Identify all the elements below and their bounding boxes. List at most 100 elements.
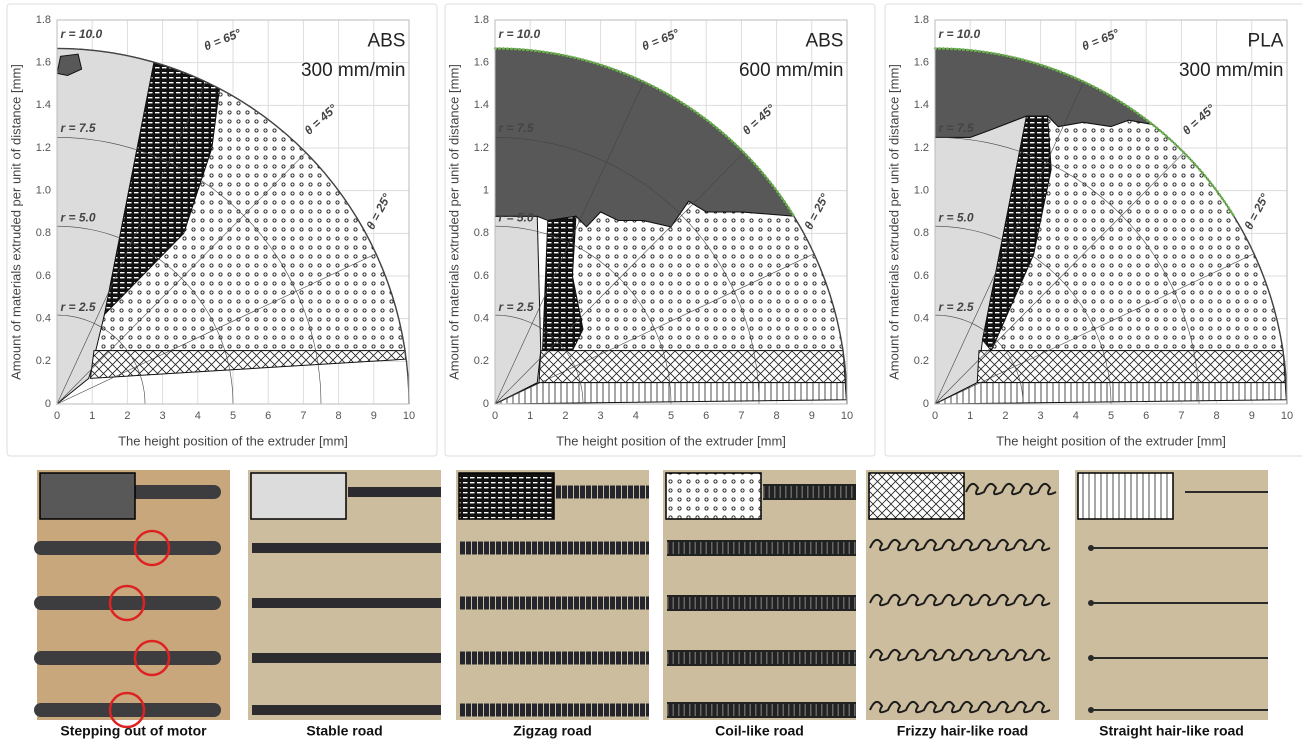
y-tick-label: 1.4 — [36, 99, 51, 111]
annotation: θ = 45° — [740, 101, 778, 137]
annotation: θ = 65° — [202, 26, 243, 53]
x-tick-label: 5 — [1108, 410, 1114, 422]
phase-diagram: 0 1 2 3 4 5 6 7 8 9 10 0 0.2 0.4 0.6 0.8 1.0 1.2 1.4 1.6 1.8… — [6, 3, 438, 457]
y-tick-label: 0 — [483, 398, 489, 410]
annotation: r = 10.0 — [499, 27, 541, 41]
legend-swatch — [250, 472, 347, 520]
chart-subtitle: 300 mm/min — [1179, 60, 1284, 81]
annotation: r = 2.5 — [61, 300, 96, 314]
panel-caption: Stepping out of motor — [60, 723, 207, 739]
rod — [869, 593, 1051, 607]
x-tick-label: 10 — [1281, 410, 1293, 422]
y-axis-label: Amount of materials extruded per unit of… — [886, 64, 901, 380]
y-tick-label: 1 — [483, 185, 489, 197]
phase-region — [976, 350, 1286, 384]
y-axis-label: Amount of materials extruded per unit of… — [8, 64, 23, 380]
guide-arc — [56, 137, 322, 405]
chart-title: ABS — [805, 30, 843, 51]
x-axis-label: The height position of the extruder [mm] — [118, 433, 348, 448]
chart-frame — [6, 3, 438, 457]
x-tick-label: 9 — [371, 410, 377, 422]
y-tick-label: 1.0 — [36, 185, 51, 197]
defect-circle — [133, 529, 171, 567]
y-tick-label: 0.4 — [36, 313, 51, 325]
annotation: θ = 45° — [1180, 101, 1218, 137]
chart-subtitle: 300 mm/min — [301, 60, 406, 81]
chart-title: ABS — [367, 30, 405, 51]
y-tick-label: 1.6 — [474, 57, 489, 69]
phase-region — [89, 350, 406, 379]
panel-caption: Coil-like road — [715, 723, 804, 739]
rod — [965, 482, 1057, 496]
y-tick-label: 0.6 — [474, 270, 489, 282]
guide-arc — [494, 137, 760, 405]
photo-panel: Stable road — [248, 470, 441, 739]
defect-circle — [108, 584, 146, 622]
annotation: r = 5.0 — [499, 211, 534, 225]
x-tick-label: 3 — [598, 410, 604, 422]
y-tick-label: 1.2 — [474, 142, 489, 154]
annotation: θ = 45° — [302, 101, 340, 137]
annotation: θ = 25° — [1241, 191, 1272, 232]
x-tick-label: 7 — [300, 410, 306, 422]
guide-arc — [56, 47, 410, 405]
limit-arc — [493, 47, 795, 217]
annotation: r = 10.0 — [939, 27, 981, 41]
defect-circle — [133, 639, 171, 677]
y-tick-label: 0.6 — [914, 270, 929, 282]
y-tick-label: 0.2 — [914, 355, 929, 367]
annotation: θ = 25° — [363, 191, 394, 232]
x-tick-label: 1 — [527, 410, 533, 422]
x-tick-label: 8 — [774, 410, 780, 422]
guide-arc — [494, 225, 672, 405]
rod — [869, 648, 1051, 662]
plot-border — [56, 19, 410, 405]
annotation: r = 7.5 — [939, 121, 974, 135]
y-tick-label: 0 — [45, 398, 51, 410]
x-tick-label: 0 — [54, 410, 60, 422]
y-tick-label: 0.4 — [914, 313, 929, 325]
x-tick-label: 6 — [265, 410, 271, 422]
x-tick-label: 4 — [195, 410, 201, 422]
x-tick-label: 4 — [633, 410, 639, 422]
annotation: r = 5.0 — [61, 211, 96, 225]
phase-diagram: 0 1 2 3 4 5 6 7 8 9 10 0 0.2 0.4 0.6 0.8 1 1.2 1.4 1.6 1.8 Th… — [444, 3, 876, 457]
y-axis-label: Amount of materials extruded per unit of… — [446, 64, 461, 380]
chart-subtitle: 600 mm/min — [739, 60, 844, 81]
x-tick-label: 2 — [124, 410, 130, 422]
photo-panel: Stepping out of motor — [34, 470, 230, 739]
chart-frame — [884, 3, 1302, 457]
rod-tip — [1088, 600, 1094, 606]
y-tick-label: 1.2 — [914, 142, 929, 154]
x-tick-label: 10 — [841, 410, 853, 422]
x-tick-label: 10 — [403, 410, 415, 422]
annotation: r = 7.5 — [499, 121, 534, 135]
legend-swatch — [868, 472, 965, 520]
guide-arc — [494, 314, 584, 405]
x-tick-label: 2 — [562, 410, 568, 422]
photo-panel: Frizzy hair-like road — [866, 470, 1059, 739]
x-tick-label: 7 — [738, 410, 744, 422]
x-tick-label: 6 — [703, 410, 709, 422]
legend-swatch — [1077, 472, 1174, 520]
panel-caption: Straight hair-like road — [1099, 723, 1244, 739]
legend-swatch — [665, 472, 762, 520]
y-tick-label: 1.8 — [914, 14, 929, 26]
annotation: r = 2.5 — [939, 300, 974, 314]
guide-arc — [934, 314, 1024, 405]
panel-caption: Stable road — [306, 723, 382, 739]
legend-swatch — [39, 472, 136, 520]
x-tick-label: 9 — [809, 410, 815, 422]
x-tick-label: 3 — [160, 410, 166, 422]
plot-border — [934, 19, 1288, 405]
guide-arc — [934, 225, 1112, 405]
guide-arc — [56, 314, 146, 405]
y-tick-label: 1.8 — [36, 14, 51, 26]
annotation: θ = 25° — [801, 191, 832, 232]
x-tick-label: 4 — [1073, 410, 1079, 422]
y-tick-label: 0.8 — [36, 227, 51, 239]
chart-frame — [444, 3, 876, 457]
x-tick-label: 8 — [336, 410, 342, 422]
x-tick-label: 7 — [1178, 410, 1184, 422]
